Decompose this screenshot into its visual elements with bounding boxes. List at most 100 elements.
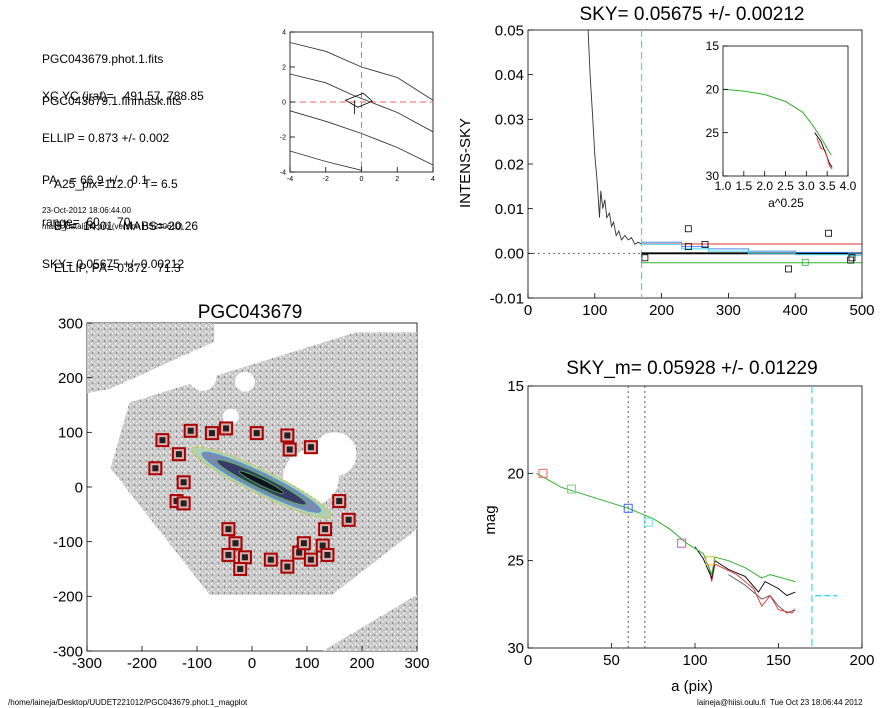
mask-box-star bbox=[159, 437, 166, 444]
center-xtick-label: 4 bbox=[431, 176, 435, 183]
center-xtick-label: 2 bbox=[395, 176, 399, 183]
mag-sample-box bbox=[538, 468, 548, 478]
mask-box-star bbox=[345, 516, 352, 523]
sky-xtick-label: 0 bbox=[524, 302, 532, 319]
mag-plot-ylabel: mag bbox=[482, 505, 499, 534]
image-xtick-label: 200 bbox=[349, 655, 374, 672]
info-line: XC,YC (iraf)= 491.57, 788.85 bbox=[42, 89, 204, 103]
phot-parameters: XC,YC (iraf)= 491.57, 788.85 ELLIP = 0.8… bbox=[42, 61, 204, 285]
contour-line bbox=[289, 42, 434, 101]
mag-ytick-label: 15 bbox=[507, 378, 524, 395]
mask-box-star bbox=[232, 540, 239, 547]
mask-box-star bbox=[284, 432, 291, 439]
mag-xtick-label: 0 bbox=[524, 652, 532, 669]
contour-line bbox=[289, 73, 434, 133]
center-xtick-label: -4 bbox=[287, 176, 293, 183]
mask-hole bbox=[222, 408, 239, 425]
sky-ytick-label: -0.01 bbox=[490, 290, 524, 307]
image-ytick-label: -300 bbox=[53, 643, 83, 660]
galaxy-parameters: A25_pix=112.0 T= 6.5 BT= 14.01 MABS=-20.… bbox=[54, 149, 198, 289]
sky-ytick-label: 0.00 bbox=[495, 246, 524, 263]
mag-plot-title: SKY_m= 0.05928 +/- 0.01229 bbox=[566, 358, 817, 379]
mask-box-star bbox=[152, 465, 159, 472]
inset-xtick-label: 3.5 bbox=[819, 179, 836, 193]
image-ytick-label: 200 bbox=[58, 370, 83, 387]
sky-xtick-label: 400 bbox=[783, 302, 808, 319]
galaxy-core bbox=[238, 470, 285, 494]
mag-plot: SKY_m= 0.05928 +/- 0.01229 mag a (pix) 0… bbox=[482, 358, 875, 695]
center-ytick-label: 0 bbox=[282, 99, 286, 106]
mask-box-star bbox=[208, 430, 215, 437]
inset-ytick-label: 15 bbox=[706, 39, 720, 53]
sky-plot-title: SKY= 0.05675 +/- 0.00212 bbox=[579, 4, 804, 25]
sky-xtick-label: 200 bbox=[649, 302, 674, 319]
center-contour bbox=[344, 92, 373, 108]
mask-box-star bbox=[319, 542, 326, 549]
mask-box-star bbox=[253, 430, 260, 437]
file-names: PGC043679.phot.1.fits PGC043679.1.finmas… bbox=[42, 24, 181, 122]
image-xtick-label: 100 bbox=[294, 655, 319, 672]
mag-plot-xlabel: a (pix) bbox=[671, 678, 713, 695]
sky-profile-line bbox=[587, 29, 642, 246]
inset-ytick-label: 20 bbox=[706, 83, 720, 97]
center-ytick-label: -2 bbox=[280, 134, 286, 141]
sky-sample-box bbox=[641, 254, 649, 262]
info-line: ELLIP, PA= 0.872 71.3 bbox=[54, 261, 181, 275]
timestamp: 23-Oct-2012 18:06:44.00 bbox=[42, 206, 131, 215]
mag-ytick-label: 30 bbox=[507, 640, 524, 657]
mag-xtick-label: 150 bbox=[766, 652, 791, 669]
center-xtick-label: -2 bbox=[323, 176, 329, 183]
info-line: range= 60.- 70. bbox=[42, 215, 134, 229]
mask-hole bbox=[188, 362, 217, 391]
mask-box-star bbox=[300, 540, 307, 547]
inset-xtick-label: 4.0 bbox=[840, 179, 857, 193]
image-ytick-label: -100 bbox=[53, 534, 83, 551]
inset-ytick-label: 25 bbox=[706, 126, 720, 140]
image-xtick-label: -100 bbox=[182, 655, 212, 672]
sky-sample-box bbox=[801, 258, 809, 266]
mask-box-star bbox=[180, 479, 187, 486]
info-line: ELLIP = 0.873 +/- 0.002 bbox=[42, 131, 170, 145]
info-line: SKY= 0.05675 +/- 0.00212 bbox=[42, 257, 185, 271]
info-line: BT= 14.01 MABS=-20.26 bbox=[54, 219, 199, 233]
sky-xtick-label: 100 bbox=[582, 302, 607, 319]
image-xtick-label: -200 bbox=[127, 655, 157, 672]
mask-box-star bbox=[175, 451, 182, 458]
mask-box-star bbox=[241, 554, 248, 561]
sky-ytick-label: 0.01 bbox=[495, 201, 524, 218]
image-ytick-label: 100 bbox=[58, 425, 83, 442]
mag-sample-box bbox=[643, 517, 653, 527]
footer-path: /home/laineja/Desktop/UUDET221012/PGC043… bbox=[8, 698, 248, 707]
image-xtick-label: 300 bbox=[404, 655, 429, 672]
sky-ytick-label: 0.03 bbox=[495, 112, 524, 129]
contour-line bbox=[289, 150, 362, 171]
mask-box-star bbox=[296, 549, 303, 556]
info-line: A25_pix=112.0 T= 6.5 bbox=[54, 177, 178, 191]
mag-sample-box bbox=[566, 484, 576, 494]
mask-box-star bbox=[307, 556, 314, 563]
sky-ytick-label: 0.05 bbox=[495, 22, 524, 39]
program-version: make_datalist0.pro (version HS230610) bbox=[42, 222, 183, 231]
inset-red-line bbox=[816, 137, 833, 170]
mask-box-star bbox=[237, 566, 244, 572]
inset-xlabel: a^0.25 bbox=[768, 196, 804, 210]
sky-ytick-label: 0.02 bbox=[495, 156, 524, 173]
image-xtick-label: 0 bbox=[248, 655, 256, 672]
info-line: PGC043679.1.finmask.fits bbox=[42, 94, 182, 108]
sky-sample-box bbox=[847, 256, 855, 264]
sky-xtick-label: 300 bbox=[716, 302, 741, 319]
image-ytick-label: -200 bbox=[53, 589, 83, 606]
sky-ytick-label: 0.04 bbox=[495, 67, 524, 84]
center-ytick-label: -4 bbox=[280, 169, 286, 176]
sky-xtick-label: 500 bbox=[849, 302, 874, 319]
mask-hole bbox=[234, 371, 255, 392]
mask-hole bbox=[312, 432, 357, 477]
mask-box-star bbox=[180, 500, 187, 507]
sky-sample-box bbox=[701, 240, 709, 248]
mag-xtick-label: 200 bbox=[849, 652, 874, 669]
image-ytick-label: 300 bbox=[58, 315, 83, 332]
info-line: PGC043679.phot.1.fits bbox=[42, 52, 164, 66]
mag-sample-box bbox=[705, 556, 715, 566]
inset-xtick-label: 2.0 bbox=[756, 179, 773, 193]
sky-sample-box bbox=[848, 254, 856, 262]
